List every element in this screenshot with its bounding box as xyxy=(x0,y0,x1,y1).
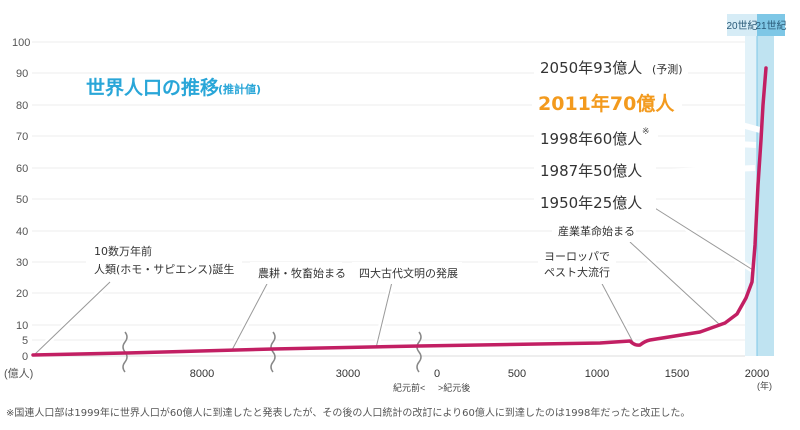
x-tick-label: 500 xyxy=(508,368,526,380)
y-tick-label: 10 xyxy=(16,320,28,332)
annotation-label: 産業革命始まる xyxy=(558,224,635,238)
milestone-2011: 2011年70億人 xyxy=(538,92,675,115)
y-tick-label: 0 xyxy=(22,351,28,363)
annotation-box xyxy=(538,244,616,284)
20th-century-band xyxy=(745,14,757,356)
x-axis-ticks: (億人) 8000 3000 0 500 1000 1500 2000 (年) … xyxy=(4,367,772,393)
21st-century-tag xyxy=(757,14,785,36)
annotation-box xyxy=(250,262,342,284)
population-line xyxy=(31,66,768,357)
ad-label: >紀元後 xyxy=(438,382,470,393)
y-tick-label: 50 xyxy=(16,194,28,206)
annotation-label: ペスト大流行 xyxy=(544,265,610,279)
x-tick-label: 0 xyxy=(434,368,440,380)
milestone-2050: 2050年93億人 xyxy=(540,59,642,77)
annotation-label: 四大古代文明の発展 xyxy=(359,266,458,280)
annotation-box xyxy=(534,188,656,216)
x-axis-unit: (年) xyxy=(757,380,772,391)
x-tick-label: 3000 xyxy=(336,368,360,380)
milestone-1950: 1950年25億人 xyxy=(540,194,642,212)
y-tick-label: 30 xyxy=(16,257,28,269)
y-tick-label: 100 xyxy=(12,37,30,49)
y-tick-label: 60 xyxy=(16,163,28,175)
x-tick-label: 1500 xyxy=(665,368,689,380)
annotation-label: 人類(ホモ・サピエンス)誕生 xyxy=(94,262,234,276)
20th-century-tag xyxy=(727,14,757,36)
annotation-label: ヨーロッパで xyxy=(544,250,610,263)
y-tick-label: 20 xyxy=(16,288,28,300)
milestone-1987: 1987年50億人 xyxy=(540,162,642,180)
y-axis-unit: (億人) xyxy=(4,367,33,380)
annotation-box xyxy=(352,262,462,284)
footnote: ※国連人口部は1999年に世界人口が60億人に到達したと発表したが、その後の人口… xyxy=(6,406,690,419)
annotation-box xyxy=(86,238,242,280)
annotation-box xyxy=(552,220,636,242)
footnote-mark: ※ xyxy=(642,126,650,136)
21st-century-label: 21世紀 xyxy=(755,19,786,32)
y-tick-label: 80 xyxy=(16,100,28,112)
y-tick-label: 40 xyxy=(16,226,28,238)
bc-label: 紀元前< xyxy=(393,382,425,393)
21st-century-band xyxy=(757,14,774,356)
y-axis-ticks: 100 90 80 70 60 50 40 30 20 10 5 0 xyxy=(12,37,30,363)
x-tick-label: 8000 xyxy=(190,368,214,380)
chart-title: 世界人口の推移 xyxy=(86,76,219,99)
20th-century-label: 20世紀 xyxy=(726,19,757,32)
annotation-box xyxy=(534,124,658,152)
x-tick-label: 2000 xyxy=(745,368,769,380)
chart-title-sub: (推計値) xyxy=(218,82,261,96)
x-tick-label: 1000 xyxy=(585,368,609,380)
pointer-lines xyxy=(32,204,754,357)
annotation-box xyxy=(532,86,682,118)
annotation-label: 農耕・牧畜始まる xyxy=(258,266,346,280)
milestone-1998: 1998年60億人 xyxy=(540,130,642,148)
annotation-label: 10数万年前 xyxy=(94,244,152,258)
annotation-box xyxy=(534,156,656,184)
forecast-label: (予測) xyxy=(652,62,683,76)
y-tick-label: 70 xyxy=(16,131,28,143)
y-tick-label: 5 xyxy=(22,335,28,347)
annotation-box xyxy=(534,52,688,80)
y-tick-label: 90 xyxy=(16,68,28,80)
